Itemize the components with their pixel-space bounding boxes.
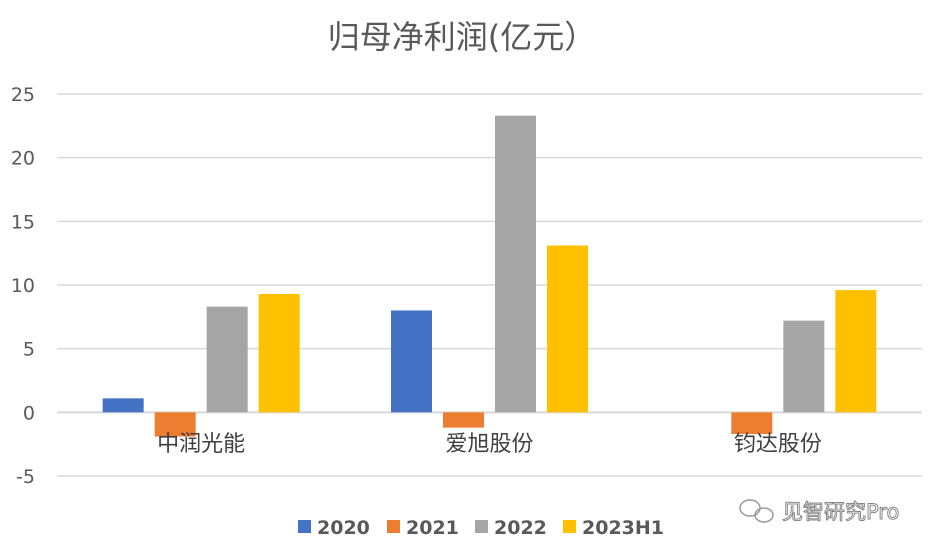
bar-2021-1 — [443, 412, 484, 428]
legend: 2020 2021 2022 2023H1 — [298, 517, 664, 539]
x-tick-label: 钧达股份 — [734, 432, 822, 457]
y-tick-label: 15 — [11, 211, 35, 233]
y-tick-label: 20 — [11, 148, 35, 170]
chart-title: 归母净利润(亿元） — [328, 18, 597, 56]
bar-2022-2 — [783, 320, 825, 413]
watermark: 见智研究Pro — [739, 499, 900, 525]
watermark-text: 见智研究Pro — [782, 500, 899, 524]
bar-2021-0 — [154, 412, 196, 437]
legend-swatch-2021 — [387, 520, 400, 533]
legend-label: 2020 — [317, 517, 370, 539]
y-tick-label: 10 — [11, 275, 35, 297]
y-tick-label: 0 — [23, 402, 35, 424]
bar-2023H1-2 — [835, 290, 877, 413]
bar-2021-2 — [731, 412, 773, 434]
gridlines — [57, 93, 922, 477]
bar-2020-0 — [102, 398, 144, 413]
legend-label: 2023H1 — [582, 517, 664, 539]
legend-label: 2022 — [494, 517, 547, 539]
bar-2023H1-0 — [258, 293, 300, 413]
x-axis-labels: 中润光能 爱旭股份 钧达股份 — [157, 432, 822, 457]
x-tick-label: 爱旭股份 — [445, 432, 533, 457]
x-tick-label: 中润光能 — [157, 432, 245, 457]
bar-2022-0 — [206, 306, 248, 413]
y-axis-ticks: -5 0 5 10 15 20 25 — [11, 84, 35, 488]
bar-2022-1 — [495, 115, 536, 413]
bar-2023H1-1 — [547, 245, 588, 413]
y-tick-label: -5 — [16, 466, 35, 488]
bar-2020-1 — [391, 310, 432, 413]
bars — [102, 115, 877, 437]
legend-swatch-2022 — [475, 520, 488, 533]
y-tick-label: 25 — [11, 84, 35, 106]
y-tick-label: 5 — [23, 339, 35, 361]
wechat-icon — [739, 499, 774, 523]
legend-label: 2021 — [406, 517, 459, 539]
legend-swatch-2023H1 — [563, 520, 576, 533]
legend-swatch-2020 — [298, 520, 311, 533]
